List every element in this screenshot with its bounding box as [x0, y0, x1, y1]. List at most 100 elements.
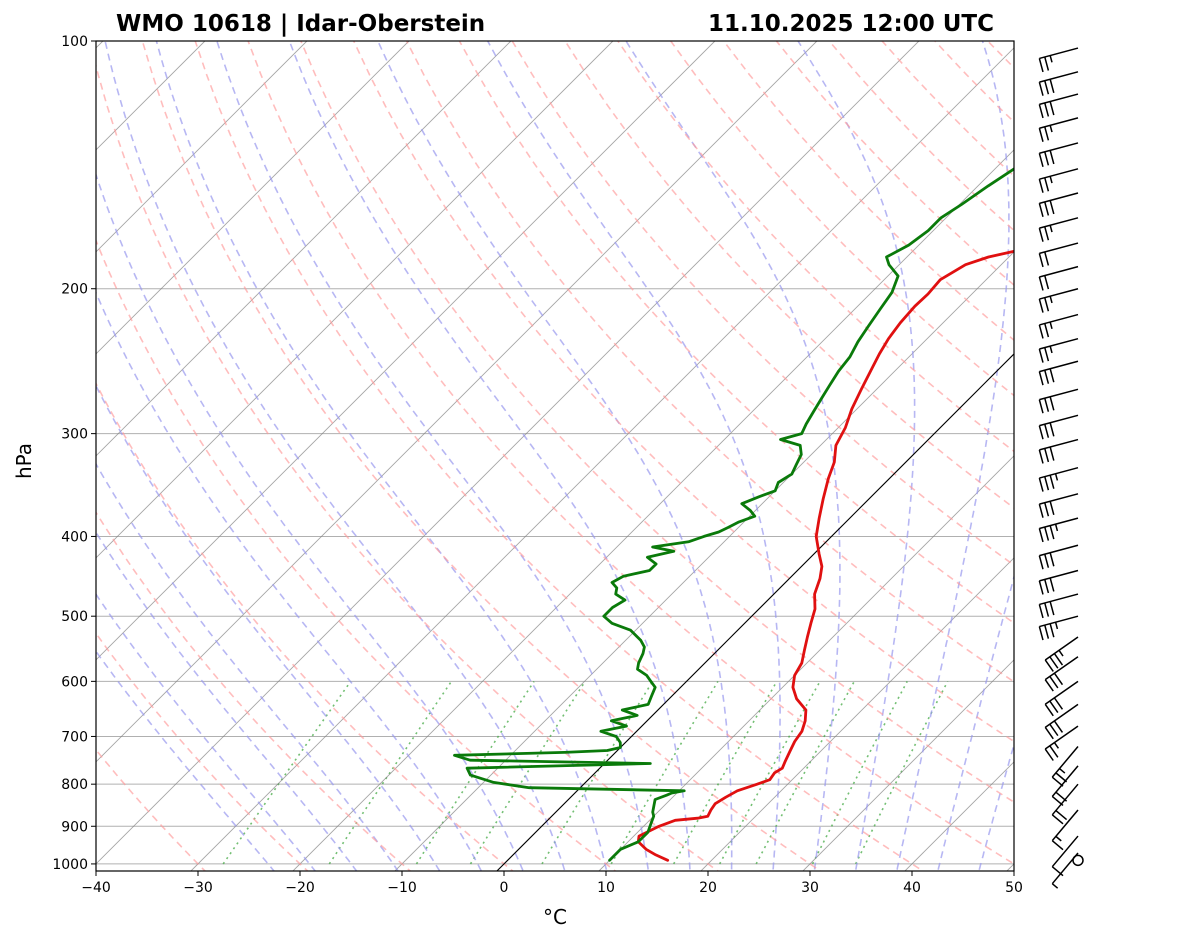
wind-barb-full-feather [1049, 552, 1055, 567]
plot-area [96, 41, 1014, 871]
wind-barb-full-feather [1038, 528, 1044, 543]
isotherm--100 [96, 41, 308, 253]
y-axis-ticks: 100 200 300 400 500 600 700 800 900 1000 [52, 34, 96, 873]
wind-barb-staff [1039, 47, 1079, 60]
wind-barb-full-feather [1044, 553, 1050, 568]
x-tick-label-20: 20 [699, 880, 717, 896]
wind-barb-full-feather [1038, 371, 1044, 386]
wind-barb-staff [1039, 217, 1079, 229]
wind-barb-265 [1038, 388, 1079, 414]
wind-barb-staff [1051, 835, 1079, 868]
wind-barb-full-feather [1038, 81, 1044, 96]
wind-barb-full-feather [1044, 275, 1050, 290]
wind-barb-half-feather [1053, 742, 1060, 749]
wind-barb-half-feather [1054, 523, 1059, 532]
moist-adiabat-32 [625, 41, 841, 871]
wind-barb-full-feather [1044, 502, 1050, 517]
y-tick-label-600: 600 [61, 674, 88, 690]
wind-barb-staff [1039, 287, 1079, 300]
wind-barb-380 [1038, 517, 1079, 543]
wind-barb-full-feather [1044, 297, 1050, 312]
wind-barb-full-feather [1044, 703, 1054, 717]
wind-barb-staff [1039, 615, 1079, 628]
wind-barb-staff [1044, 725, 1079, 750]
moist-adiabat-12 [155, 41, 608, 871]
wind-barb-full-feather [1044, 347, 1050, 362]
moist-adiabat-40 [895, 41, 1010, 871]
wind-barb-full-feather [1049, 101, 1055, 116]
wind-barb-full-feather [1038, 425, 1044, 440]
wind-barb-116 [1038, 93, 1079, 119]
wind-barb-full-feather [1049, 676, 1059, 689]
wind-barb-285 [1038, 414, 1079, 440]
wind-barb-staff [1051, 746, 1079, 778]
wind-barb-full-feather [1049, 623, 1055, 638]
wind-barb-full-feather [1038, 604, 1044, 619]
y-tick-label-200: 200 [61, 282, 88, 298]
wind-barb-full-feather [1049, 396, 1055, 411]
wind-barb-full-feather [1044, 323, 1050, 338]
mixing-ratio-1 [328, 680, 453, 865]
wind-barb-half-feather [1049, 125, 1053, 133]
wind-barb-full-feather [1044, 177, 1050, 192]
wind-barb-half-feather [1049, 176, 1053, 184]
wind-barb-half-feather [1054, 622, 1059, 630]
wind-barb-500 [1038, 615, 1079, 641]
moist-adiabat--20 [96, 650, 276, 871]
wind-barb-staff [1039, 493, 1079, 505]
x-axis-ticks: −40 −30 −20 −10 0 10 20 30 40 50 [81, 871, 1023, 896]
wind-barb-staff [1039, 117, 1079, 129]
wind-barb-staff [1039, 544, 1079, 557]
x-tick-label-0: 0 [500, 880, 509, 896]
mixing-ratio-lines [222, 680, 949, 865]
series-temperature [636, 249, 1014, 862]
x-axis-label: °C [543, 905, 567, 929]
wind-barb-full-feather [1038, 58, 1044, 73]
mixing-ratio-12 [673, 681, 778, 865]
isotherm--10 [394, 251, 1014, 871]
wind-barb-full-feather [1044, 151, 1050, 166]
moist-adiabat--16 [96, 592, 317, 871]
dry-adiabat-50 [247, 41, 1014, 865]
wind-barb-full-feather [1044, 602, 1050, 617]
wind-barb-188 [1038, 265, 1079, 291]
wind-barb-staff [1039, 192, 1079, 205]
y-tick-label-900: 900 [61, 819, 88, 835]
wind-barb-full-feather [1049, 501, 1055, 515]
isotherm-20 [700, 557, 1014, 871]
wind-barb-720 [1051, 746, 1079, 787]
wind-barb-full-feather [1053, 653, 1064, 666]
wind-barb-full-feather [1055, 772, 1068, 783]
wind-barb-153 [1038, 192, 1079, 218]
wind-barb-half-feather [1049, 321, 1053, 329]
wind-barb-355 [1038, 493, 1079, 518]
y-tick-label-500: 500 [61, 609, 88, 625]
moist-adiabat-8 [104, 41, 566, 871]
y-tick-label-700: 700 [61, 729, 88, 745]
zero-isotherm [496, 353, 1014, 871]
isotherm--30 [190, 47, 1014, 871]
wind-barb-full-feather [1049, 150, 1055, 165]
dry-adiabat-70 [352, 41, 1014, 743]
wind-barb-full-feather [1053, 697, 1064, 710]
x-tick-label--40: −40 [81, 880, 111, 896]
dry-adiabat--20 [96, 632, 309, 871]
y-tick-label-400: 400 [61, 529, 88, 545]
wind-barb-full-feather [1038, 104, 1044, 119]
mixing-ratio-0.4 [222, 680, 352, 865]
wind-barb-230 [1038, 337, 1079, 363]
wind-barb-full-feather [1049, 577, 1055, 592]
wind-barb-full-feather [1038, 477, 1044, 492]
wind-barb-640 [1044, 703, 1079, 740]
wind-barb-full-feather [1044, 579, 1050, 594]
wind-barb-half-feather [1058, 649, 1064, 657]
wind-barb-full-feather [1038, 348, 1044, 363]
x-tick-label--10: −10 [387, 880, 417, 896]
isotherm--80 [96, 41, 512, 457]
wind-barb-176 [1038, 242, 1079, 268]
wind-barb-staff [1039, 466, 1079, 479]
wind-barb-full-feather [1053, 720, 1064, 733]
wind-barb-full-feather [1044, 424, 1050, 438]
wind-barb-full-feather [1049, 723, 1059, 737]
